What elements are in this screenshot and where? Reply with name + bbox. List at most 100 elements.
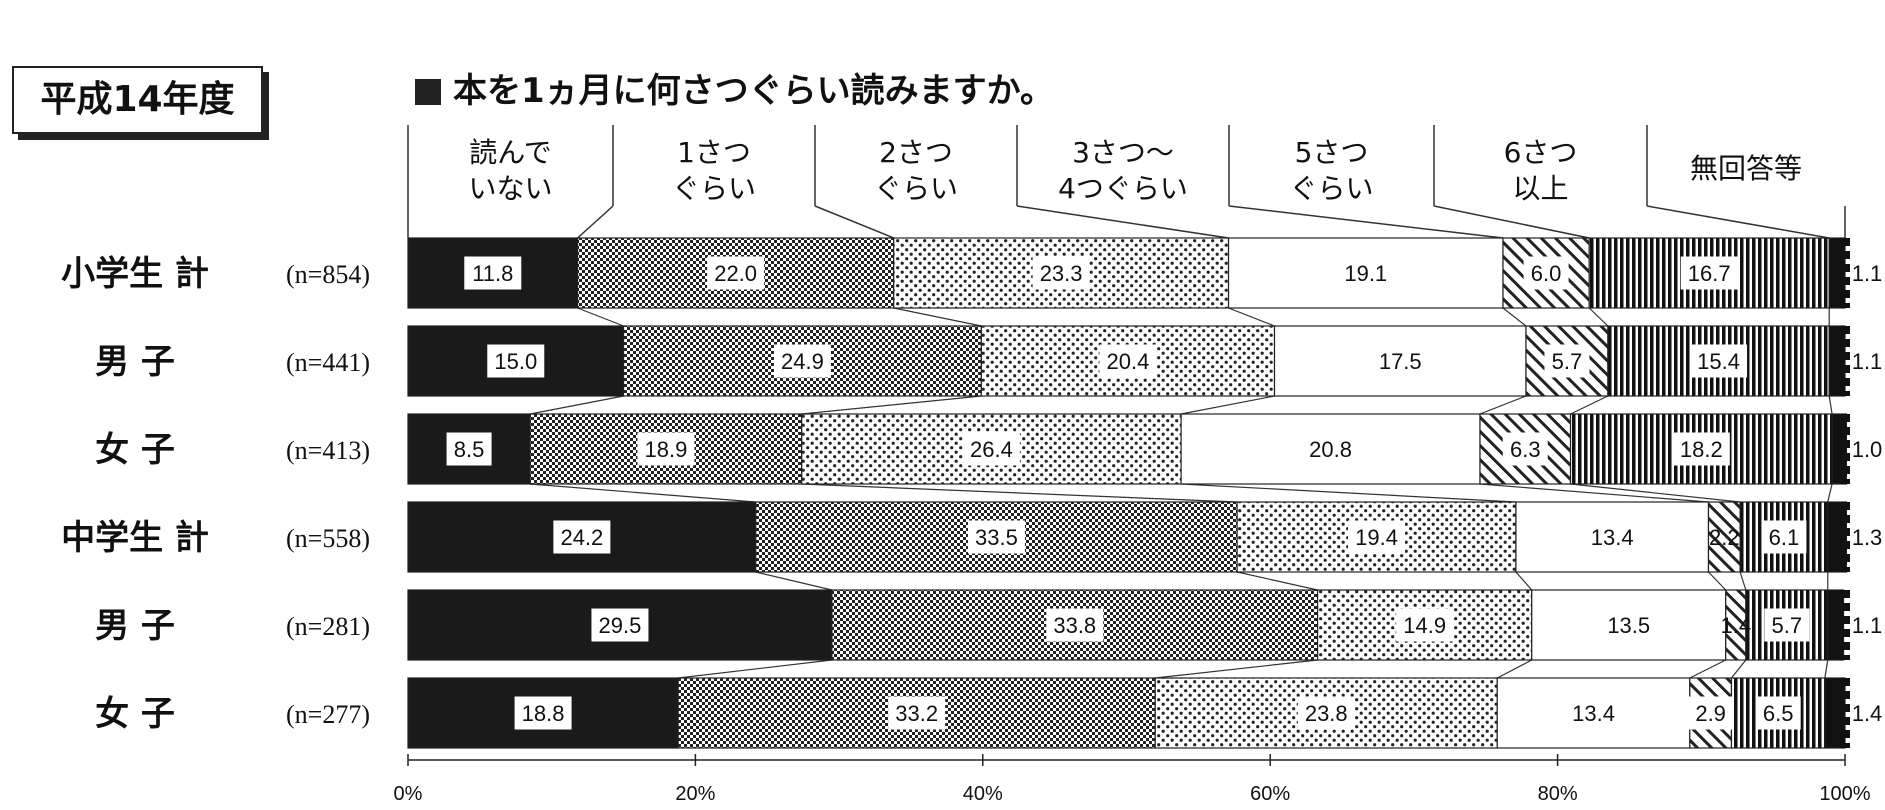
bar-segment [1531,589,1727,661]
legend-label: 5さつぐらい [1289,136,1373,205]
connector-line [801,483,1238,503]
connector-line [1588,307,1609,327]
value-label-bg [1032,256,1090,290]
connector-line [1827,483,1833,503]
connector-line [1824,659,1829,679]
header-leader-line [1646,205,1830,239]
value-label: 17.5 [1379,349,1422,374]
value-label: 8.5 [454,437,485,462]
connector-line [1708,571,1727,591]
x-tick-label: 0% [394,783,423,805]
x-tick-label: 80% [1538,783,1578,805]
value-label-bg [446,432,492,466]
header-leader-line [1228,205,1504,239]
value-label: 15.0 [494,349,537,374]
sample-size-label: (n=441) [286,348,370,377]
x-tick-label: 40% [963,783,1003,805]
legend-label: 6さつ以上 [1504,136,1578,205]
value-label-bg [1297,696,1355,730]
bar-segment [1496,677,1691,749]
bar-segment [1227,237,1504,309]
value-label-bg [1688,696,1734,730]
value-label: 33.2 [895,701,938,726]
value-label: 6.0 [1531,261,1562,286]
connector-line [1228,307,1275,327]
value-label-bg [1396,608,1454,642]
value-label: 13.4 [1591,525,1634,550]
connector-line [1155,659,1318,679]
x-tick-label: 60% [1250,783,1290,805]
sample-size-label: (n=413) [286,436,370,465]
legend-label: 無回答等 [1690,152,1802,185]
bar-segment [1273,325,1527,397]
value-label: 18.2 [1680,437,1723,462]
chart-title-text: 本を1ヵ月に何さつぐらい読みますか。 [453,71,1054,111]
connector-line [1180,395,1275,415]
value-label-bg [1764,608,1810,642]
value-label-bg [553,520,611,554]
value-label: 1.4 [1852,701,1883,726]
value-label-bg [637,432,695,466]
value-label-bg [1672,432,1730,466]
legend-label: 読んでいない [468,136,552,205]
header-leader-line [577,205,614,239]
value-label: 1.4 [1720,613,1751,638]
value-label-bg [1502,432,1548,466]
value-label-bg [1755,696,1801,730]
value-label: 26.4 [970,437,1013,462]
square-bullet-icon [415,79,441,105]
connector-line [1689,659,1726,679]
connector-line [801,395,982,415]
bar-segment [1707,501,1741,573]
value-label: 5.7 [1772,613,1803,638]
value-label: 23.3 [1040,261,1083,286]
sample-size-label: (n=281) [286,612,370,641]
value-label: 19.1 [1344,261,1387,286]
header-leader-line [814,205,894,239]
value-label: 13.4 [1572,701,1615,726]
value-label: 1.1 [1852,349,1883,374]
category-label: 男 子 [95,606,175,646]
value-label: 2.2 [1709,525,1740,550]
value-label: 5.7 [1552,349,1583,374]
value-label: 6.3 [1510,437,1541,462]
category-label: 女 子 [95,430,175,470]
value-label: 6.1 [1769,525,1800,550]
category-label: 小学生 計 [61,254,209,294]
value-label: 33.8 [1053,613,1096,638]
connector-line [1731,659,1747,679]
sample-size-label: (n=854) [286,260,370,289]
connector-line [678,659,832,679]
value-label-bg [1544,344,1590,378]
legend-label: 3さつ～ 4つぐらい [1058,136,1188,205]
value-label: 14.9 [1403,613,1446,638]
value-label-bg [1761,520,1807,554]
value-label-bg [591,608,649,642]
year-label: 平成14年度 [12,66,263,134]
legend-label: 1さつぐらい [672,136,756,205]
bar-segment [1515,501,1710,573]
connector-line [1502,307,1527,327]
value-label: 22.0 [714,261,757,286]
value-label: 1.0 [1852,437,1883,462]
chart-title: 本を1ヵ月に何さつぐらい読みますか。 [415,66,1054,116]
value-label-bg [1348,520,1406,554]
value-label: 13.5 [1607,613,1650,638]
value-label-bg [464,256,522,290]
value-label-bg [773,344,831,378]
value-label: 19.4 [1355,525,1398,550]
connector-line [577,307,624,327]
bar-segment [1180,413,1481,485]
connector-line [1181,483,1516,503]
value-label-bg [962,432,1020,466]
x-tick-label: 20% [675,783,715,805]
sample-size-label: (n=277) [286,700,370,729]
value-label: 16.7 [1688,261,1731,286]
bar-segment [1824,677,1846,749]
connector-line [1479,483,1709,503]
connector-line [1479,395,1527,415]
category-label: 女 子 [95,694,175,734]
bar-segment [1827,589,1845,661]
x-tick-label: 100% [1819,783,1870,805]
